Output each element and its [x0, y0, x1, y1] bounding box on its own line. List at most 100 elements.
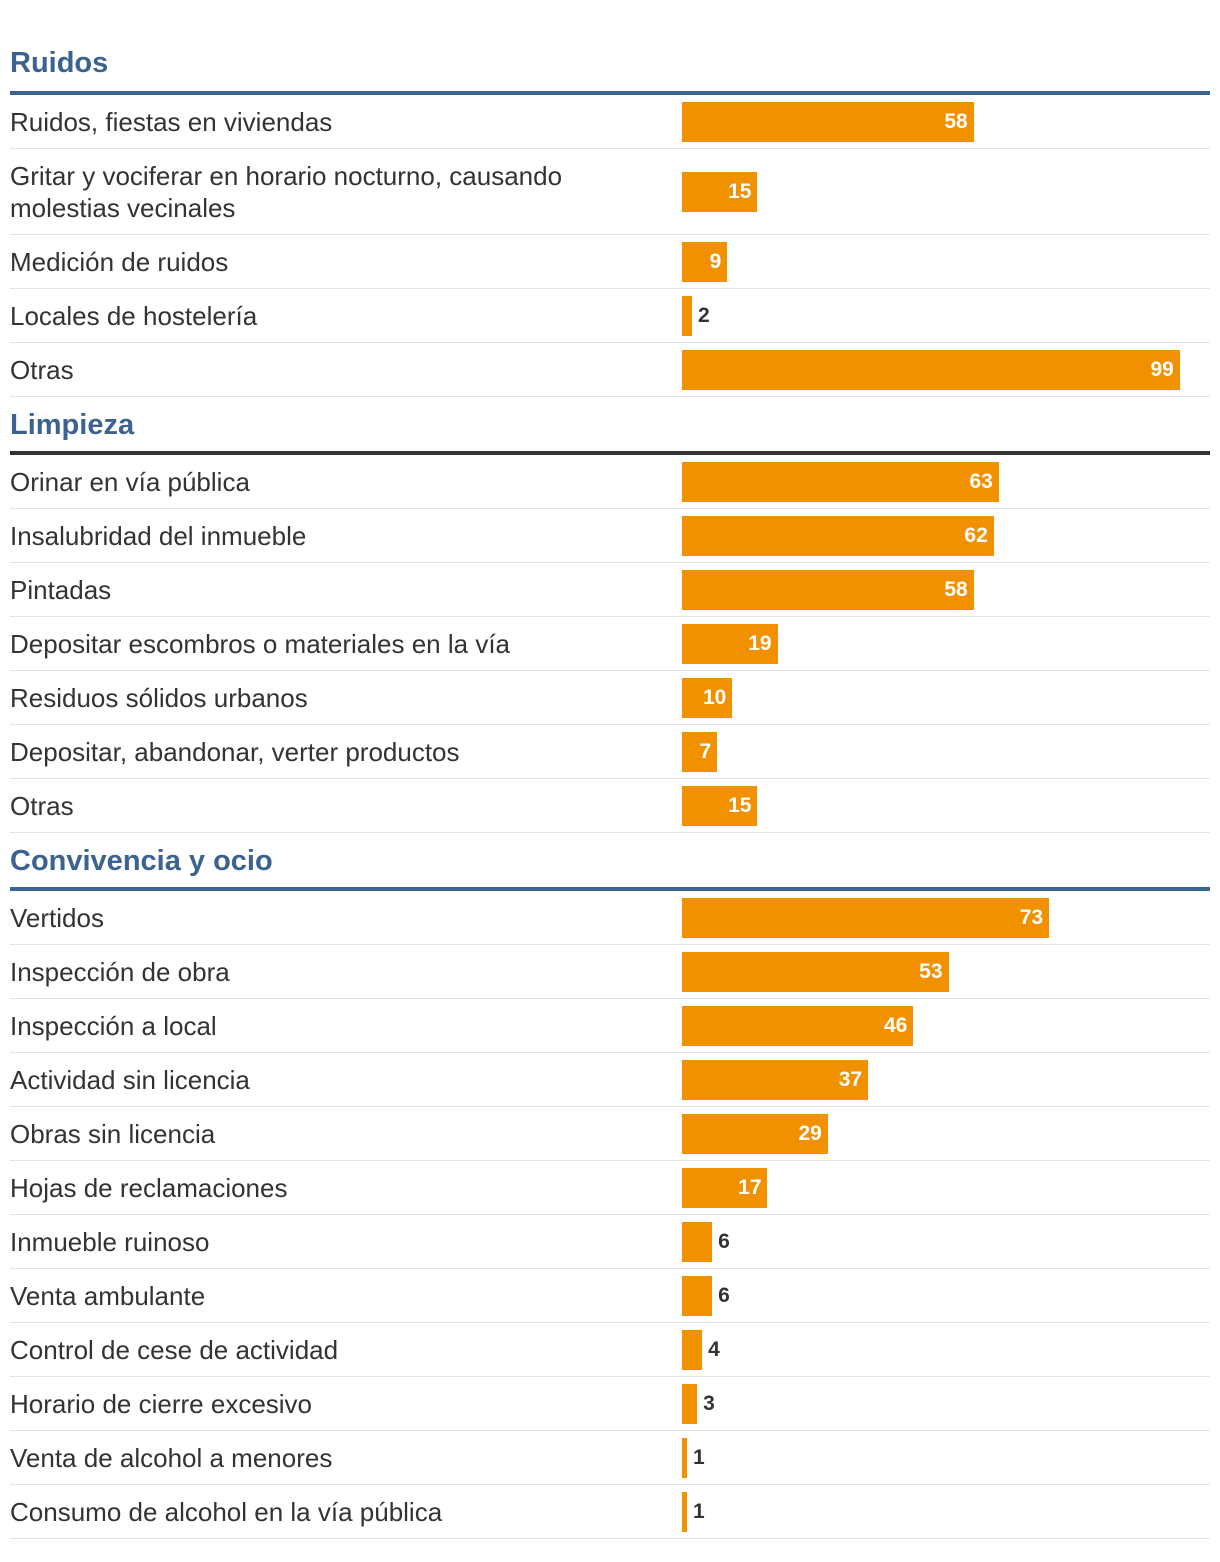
bar-row: Hojas de reclamaciones 17: [10, 1161, 1210, 1215]
bar-label: Inspección de obra: [10, 956, 230, 987]
bar: [682, 1275, 713, 1316]
bar-label: Otras: [10, 354, 74, 385]
bar-row: Vertidos 73: [10, 891, 1210, 945]
bar-value-label: 62: [964, 523, 988, 547]
bar-track: 10: [682, 677, 1210, 718]
group-divider: [10, 91, 1210, 95]
bar-label: Gritar y vociferar en horario nocturno, …: [10, 160, 563, 223]
bar-value-label: 53: [919, 959, 943, 983]
bar: [682, 1113, 828, 1154]
bar-value-label: 63: [969, 469, 993, 493]
bar: [682, 1491, 688, 1532]
bar-row: Inspección de obra 53: [10, 945, 1210, 999]
bar-label: Depositar escombros o materiales en la v…: [10, 628, 511, 659]
bar-label: Depositar, abandonar, verter productos: [10, 736, 460, 767]
bar-label: Horario de cierre excesivo: [10, 1388, 313, 1419]
grouped-bar-chart: Ruidos Ruidos, fiestas en viviendas 58 Grit…: [10, 0, 1210, 1539]
bar-track: 6: [682, 1275, 1210, 1316]
bar-row: Insalubridad del inmueble 62: [10, 509, 1210, 563]
bar-label: Control de cese de actividad: [10, 1334, 339, 1365]
bar-row: Inmueble ruinoso 6: [10, 1215, 1210, 1269]
bar-track: 4: [682, 1329, 1210, 1370]
bar-track: 15: [682, 171, 1210, 212]
bar: [682, 1383, 698, 1424]
bar: [682, 1167, 768, 1208]
group-title: Ruidos: [10, 47, 109, 79]
bar: [682, 1221, 713, 1262]
bar-label: Venta de alcohol a menores: [10, 1442, 333, 1473]
bar-value-label: 58: [944, 577, 968, 601]
bar: [682, 241, 728, 282]
bar-label: Inspección a local: [10, 1010, 217, 1041]
bar-track: 19: [682, 623, 1210, 664]
bar-value-label: 99: [1150, 357, 1174, 381]
bar: [682, 951, 949, 992]
bar-label: Locales de hostelería: [10, 300, 258, 331]
group-title: Limpieza: [10, 409, 135, 441]
bar-value-label: 46: [883, 1013, 908, 1037]
bar-value-label: 15: [728, 179, 752, 203]
bar-row: Obras sin licencia 29: [10, 1107, 1210, 1161]
bar: [682, 677, 733, 718]
bar-row: Gritar y vociferar en horario nocturno, …: [10, 149, 1210, 235]
bar-track: 1: [682, 1437, 1210, 1478]
bar-label: Consumo de alcohol en la vía pública: [10, 1496, 443, 1527]
bar-track: 99: [682, 349, 1210, 390]
bar-track: 9: [682, 241, 1210, 282]
bar-row: Orinar en vía pública 63: [10, 455, 1210, 509]
bar-value-label: 15: [728, 793, 752, 817]
bar-label: Orinar en vía pública: [10, 466, 250, 497]
bar-track: 2: [682, 295, 1210, 336]
bar-row: Depositar escombros o materiales en la v…: [10, 617, 1210, 671]
bar-track: 63: [682, 461, 1210, 502]
bar-track: 58: [682, 101, 1210, 142]
bar: [682, 1005, 914, 1046]
group-divider: [10, 887, 1210, 891]
bar: [682, 1059, 869, 1100]
bar-label: Obras sin licencia: [10, 1118, 216, 1149]
bar: [682, 569, 974, 610]
bar-row: Otras 99: [10, 343, 1210, 397]
bar-value-label: 17: [738, 1175, 762, 1199]
bar: [682, 731, 718, 772]
bar-label: Vertidos: [10, 902, 104, 933]
bar-row: Ruidos, fiestas en viviendas 58: [10, 95, 1210, 149]
bar: [682, 785, 758, 826]
bar-track: 3: [682, 1383, 1210, 1424]
bar-value-label: 1: [693, 1499, 705, 1523]
group-title: Convivencia y ocio: [10, 845, 273, 877]
bar-row: Consumo de alcohol en la vía pública 1: [10, 1485, 1210, 1539]
bar-label: Medición de ruidos: [10, 246, 229, 277]
bar-value-label: 7: [699, 739, 712, 763]
bar-label: Venta ambulante: [10, 1280, 206, 1311]
bar-row: Inspección a local 46: [10, 999, 1210, 1053]
bar-value-label: 6: [718, 1229, 730, 1253]
bar-row: Actividad sin licencia 37: [10, 1053, 1210, 1107]
bar: [682, 295, 693, 336]
bar-row: Venta ambulante 6: [10, 1269, 1210, 1323]
bar-row: Control de cese de actividad 4: [10, 1323, 1210, 1377]
bar-value-label: 37: [838, 1067, 863, 1091]
bar-label: Otras: [10, 790, 74, 821]
bar-track: 62: [682, 515, 1210, 556]
bar-track: 29: [682, 1113, 1210, 1154]
bar-row: Venta de alcohol a menores 1: [10, 1431, 1210, 1485]
group-divider: [10, 451, 1210, 455]
bar-row: Horario de cierre excesivo 3: [10, 1377, 1210, 1431]
bar-value-label: 19: [748, 631, 772, 655]
bar-value-label: 73: [1019, 905, 1044, 929]
category-group: Limpieza Orinar en vía pública 63 Insalubri…: [10, 397, 1210, 833]
bar-track: 53: [682, 951, 1210, 992]
bar: [682, 349, 1180, 390]
bar: [682, 515, 994, 556]
bar-value-label: 1: [693, 1445, 705, 1469]
bar-label: Inmueble ruinoso: [10, 1226, 210, 1257]
bar: [682, 1329, 703, 1370]
bar-row: Locales de hostelería 2: [10, 289, 1210, 343]
bar-track: 73: [682, 897, 1210, 938]
bar-label: Hojas de reclamaciones: [10, 1172, 288, 1203]
bar-row: Residuos sólidos urbanos 10: [10, 671, 1210, 725]
bar-value-label: 29: [798, 1121, 822, 1145]
bar-value-label: 10: [702, 685, 727, 709]
category-group: Convivencia y ocio Vertidos 73 Inspección d…: [10, 833, 1210, 1539]
